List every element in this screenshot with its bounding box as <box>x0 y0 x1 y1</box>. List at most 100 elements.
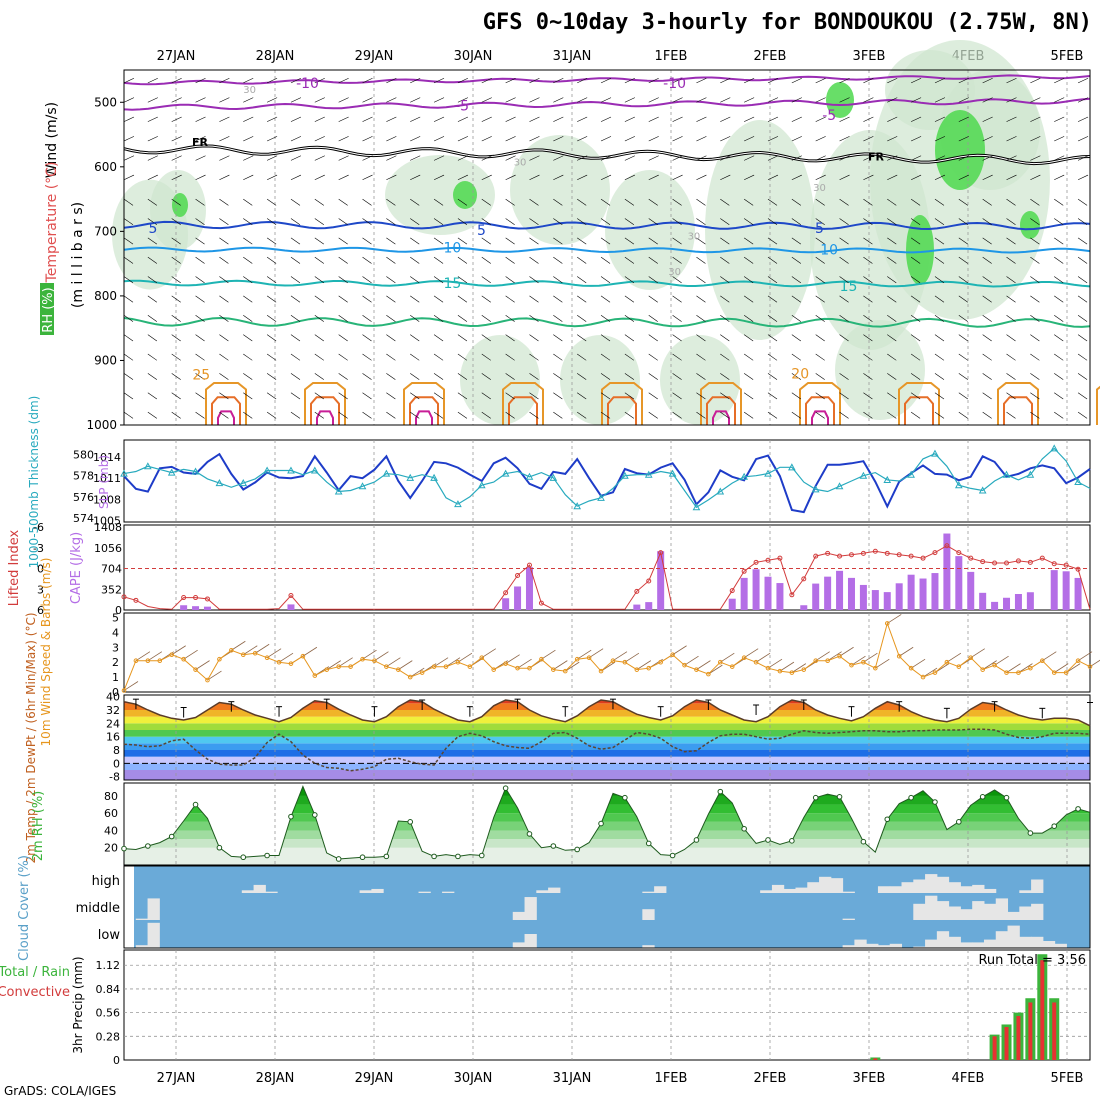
thickness-point <box>382 469 391 477</box>
wind-barb <box>624 334 635 342</box>
rh-shading <box>510 135 610 245</box>
wind-barb <box>934 237 945 245</box>
wind-barb <box>290 237 301 245</box>
cloud-low-bar <box>1019 936 1032 948</box>
cape-bar <box>776 583 784 610</box>
wind-barb <box>791 276 802 284</box>
date-label-top: 3FEB <box>853 49 886 64</box>
wind-barb <box>910 136 922 142</box>
wind-barb <box>624 315 635 322</box>
wind-barb <box>1006 174 1017 180</box>
wind10-barb <box>839 646 854 657</box>
wind-barb <box>1030 373 1040 380</box>
rh-core <box>935 110 985 190</box>
wind-barb <box>553 77 564 84</box>
cloud-high-bar <box>783 888 796 893</box>
wind-barb <box>910 198 921 206</box>
wind10-barb <box>278 652 294 663</box>
wind-barb <box>481 116 492 122</box>
wind-barb <box>744 136 755 142</box>
wind-barb <box>767 276 778 284</box>
wind-barb <box>266 411 277 419</box>
wind-barb <box>743 237 754 245</box>
wind-barb <box>1077 116 1089 122</box>
wind-barb <box>910 411 921 419</box>
warm-layer-contour <box>409 396 439 425</box>
wind-barb <box>839 218 849 226</box>
wind-barb <box>672 373 682 380</box>
wind-barb <box>386 218 396 226</box>
rh-point <box>1003 794 1010 801</box>
wind-barb <box>744 174 755 180</box>
wind-barb <box>553 315 563 322</box>
thickness-point <box>907 470 915 478</box>
temp-axis-label: 2m Temp / 2m DewPt / (6hr Min/Max) (°C) <box>24 612 38 863</box>
cape-bar <box>847 577 855 610</box>
wind-barb <box>934 392 945 400</box>
wind-barb <box>696 276 706 284</box>
wind-barb <box>958 218 968 226</box>
thickness-point <box>573 502 582 510</box>
wind-barb <box>863 353 873 361</box>
wind-barb <box>147 392 158 400</box>
wind-barb <box>314 256 324 264</box>
li-point <box>1004 560 1010 566</box>
li-point <box>538 600 544 606</box>
wind-barb <box>958 411 968 419</box>
warm-layer-contour <box>700 382 742 425</box>
wind-barb <box>219 334 229 342</box>
wind-barb <box>410 315 420 322</box>
cloud-high-bar <box>960 886 973 893</box>
chart-title: GFS 0~10day 3-hourly for BONDOUKOU (2.75… <box>482 10 1092 35</box>
wind-barb <box>696 116 707 122</box>
wind-barb <box>1030 116 1041 122</box>
thickness-tick-label: 574 <box>73 512 94 525</box>
wind-barb <box>481 97 492 103</box>
wind-barb <box>410 218 420 226</box>
wind-barb <box>934 77 946 84</box>
wind-barb <box>529 353 539 361</box>
wind-barb <box>863 198 873 206</box>
wind10-barb <box>672 645 687 656</box>
wind10-barb <box>1089 659 1100 667</box>
cape-bar <box>931 573 939 610</box>
wind-barb <box>362 295 372 303</box>
wind-barb <box>195 256 205 264</box>
wind-barb <box>147 218 158 226</box>
cloud-high-bar <box>760 890 773 893</box>
wind-barb <box>362 276 372 284</box>
rh-point <box>789 838 795 844</box>
wind-barb <box>1030 353 1040 361</box>
wind10-point <box>849 662 854 668</box>
wind-barb <box>386 237 396 245</box>
rh-axis-label: RH (%) <box>41 287 56 332</box>
wind-barb <box>1054 174 1065 180</box>
wind10-point <box>992 662 997 668</box>
wind-barb <box>577 353 587 361</box>
wind10-barb <box>851 655 866 666</box>
wind-barb <box>910 373 921 380</box>
wind-barb <box>338 116 349 122</box>
wind-barb <box>1054 373 1064 380</box>
cloud-low-bar <box>866 943 879 948</box>
contour-label: -5 <box>455 99 469 115</box>
wind-barb <box>1030 198 1040 206</box>
rh-color-band <box>124 839 1090 848</box>
li-point <box>729 588 735 594</box>
wind-barb <box>839 256 849 264</box>
cape-bar <box>800 605 808 610</box>
wind-barb <box>1077 256 1088 264</box>
wind-barb <box>791 97 802 103</box>
rh-point <box>765 837 771 843</box>
cape-bar <box>991 601 999 610</box>
cloud-middle-bar <box>512 911 526 920</box>
wind10-barb <box>266 648 282 659</box>
warm-layer-contour <box>217 410 235 425</box>
wind-barb <box>171 411 181 419</box>
wind10-barb <box>386 657 401 667</box>
wind-barb <box>767 174 779 180</box>
wind-barb <box>362 116 373 122</box>
contour-label: 5 <box>477 223 486 239</box>
wind10-barb <box>1006 663 1021 673</box>
wind-barb <box>290 218 301 226</box>
